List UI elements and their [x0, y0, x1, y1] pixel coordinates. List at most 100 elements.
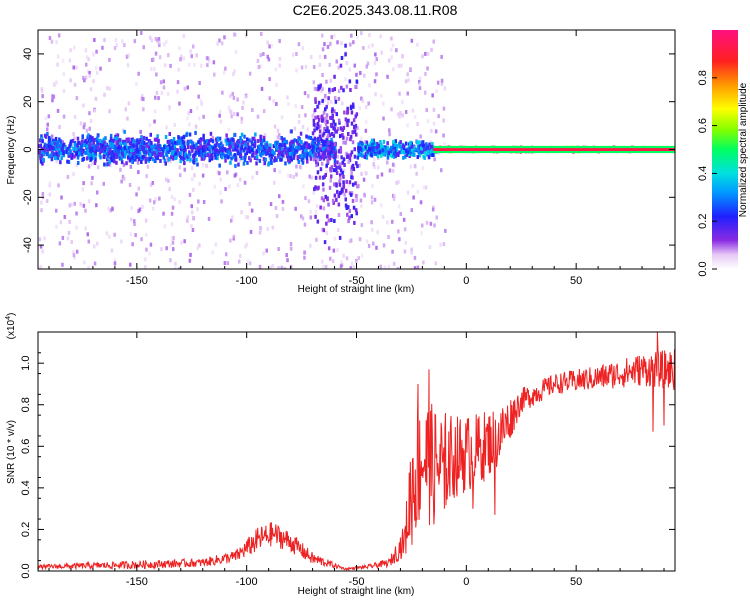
heatmap-speckle — [216, 170, 219, 175]
heatmap-cell — [331, 107, 334, 112]
heatmap-cell — [332, 133, 336, 138]
heatmap-speckle — [101, 45, 104, 50]
heatmap-speckle — [434, 261, 437, 266]
heatmap-speckle — [430, 128, 433, 133]
spectrogram-heatmap — [38, 31, 675, 269]
heatmap-cell — [184, 152, 187, 157]
heatmap-speckle — [191, 210, 194, 215]
heatmap-cell — [53, 141, 57, 146]
heatmap-speckle — [162, 211, 165, 216]
heatmap-speckle — [232, 72, 235, 77]
heatmap-speckle — [300, 214, 303, 219]
heatmap-cell — [140, 135, 143, 140]
heatmap-cell — [164, 135, 168, 139]
heatmap-cell — [368, 147, 372, 152]
heatmap-speckle — [178, 200, 181, 205]
heatmap-speckle — [390, 55, 393, 60]
heatmap-cell — [422, 143, 425, 148]
heatmap-cell — [378, 149, 382, 154]
heatmap-cell — [342, 135, 345, 140]
heatmap-cell — [253, 156, 257, 160]
heatmap-speckle — [431, 207, 435, 212]
heatmap-cell — [76, 136, 80, 141]
heatmap-cell — [325, 221, 328, 226]
heatmap-speckle — [439, 242, 442, 247]
heatmap-speckle — [200, 101, 203, 106]
heatmap-speckle — [343, 192, 346, 197]
heatmap-speckle — [188, 122, 191, 127]
heatmap-speckle — [163, 42, 166, 47]
heatmap-speckle — [55, 208, 58, 213]
heatmap-speckle — [75, 211, 78, 216]
heatmap-speckle — [41, 191, 45, 196]
heatmap-cell — [255, 149, 258, 154]
colorbar-gradient — [712, 30, 738, 269]
heatmap-speckle — [320, 161, 324, 166]
heatmap-cell — [352, 167, 355, 171]
heatmap-speckle — [258, 264, 262, 269]
heatmap-speckle — [258, 230, 262, 235]
heatmap-cell — [233, 133, 236, 137]
heatmap-speckle — [395, 48, 398, 53]
heatmap-cell — [182, 157, 185, 162]
heatmap-speckle — [168, 106, 171, 111]
heatmap-cell — [313, 108, 317, 113]
heatmap-speckle — [73, 45, 76, 50]
heatmap-speckle — [196, 207, 199, 212]
heatmap-cell — [201, 148, 205, 153]
heatmap-cell — [253, 136, 256, 141]
heatmap-speckle — [174, 261, 177, 266]
heatmap-cell — [107, 151, 111, 156]
heatmap-speckle — [170, 236, 174, 241]
heatmap-cell — [313, 136, 317, 141]
heatmap-cell — [232, 145, 235, 150]
heatmap-cell — [252, 152, 255, 157]
heatmap-cell — [281, 150, 284, 155]
heatmap-speckle — [271, 263, 275, 268]
heatmap-speckle — [212, 60, 216, 65]
heatmap-speckle — [231, 215, 234, 220]
heatmap-speckle — [75, 249, 79, 254]
heatmap-cell — [351, 198, 355, 203]
heatmap-cell — [346, 123, 349, 128]
heatmap-cell — [265, 145, 268, 150]
heatmap-cell — [90, 146, 93, 151]
heatmap-cell — [67, 160, 71, 164]
heatmap-speckle — [286, 173, 290, 178]
heatmap-cell — [416, 144, 420, 149]
heatmap-cell — [246, 142, 250, 147]
heatmap-cell — [428, 142, 431, 147]
heatmap-speckle — [136, 160, 140, 165]
heatmap-speckle — [357, 184, 360, 188]
heatmap-speckle — [221, 90, 224, 95]
heatmap-cell — [325, 163, 328, 168]
heatmap-speckle — [314, 209, 318, 214]
heatmap-cell — [417, 147, 421, 151]
heatmap-speckle — [371, 184, 374, 188]
heatmap-speckle — [155, 90, 159, 95]
heatmap-speckle — [113, 46, 117, 51]
heatmap-speckle — [240, 116, 244, 121]
heatmap-speckle — [432, 107, 436, 112]
heatmap-cell — [320, 196, 324, 201]
heatmap-speckle — [66, 236, 70, 241]
heatmap-cell — [163, 145, 166, 149]
heatmap-speckle — [236, 97, 239, 102]
heatmap-speckle — [313, 86, 317, 91]
heatmap-speckle — [189, 49, 192, 54]
heatmap-speckle — [141, 94, 144, 98]
heatmap-cell — [328, 133, 332, 138]
heatmap-cell — [73, 142, 77, 147]
heatmap-cell — [354, 114, 357, 119]
heatmap-cell — [69, 139, 73, 144]
heatmap-speckle — [173, 197, 176, 202]
heatmap-speckle — [310, 175, 314, 180]
heatmap-cell — [323, 142, 326, 147]
heatmap-speckle — [402, 217, 406, 222]
heatmap-cell — [305, 134, 308, 139]
heatmap-speckle — [190, 224, 193, 229]
heatmap-cell — [140, 160, 143, 164]
heatmap-cell — [304, 141, 307, 146]
heatmap-speckle — [380, 172, 384, 177]
heatmap-speckle — [246, 215, 249, 220]
